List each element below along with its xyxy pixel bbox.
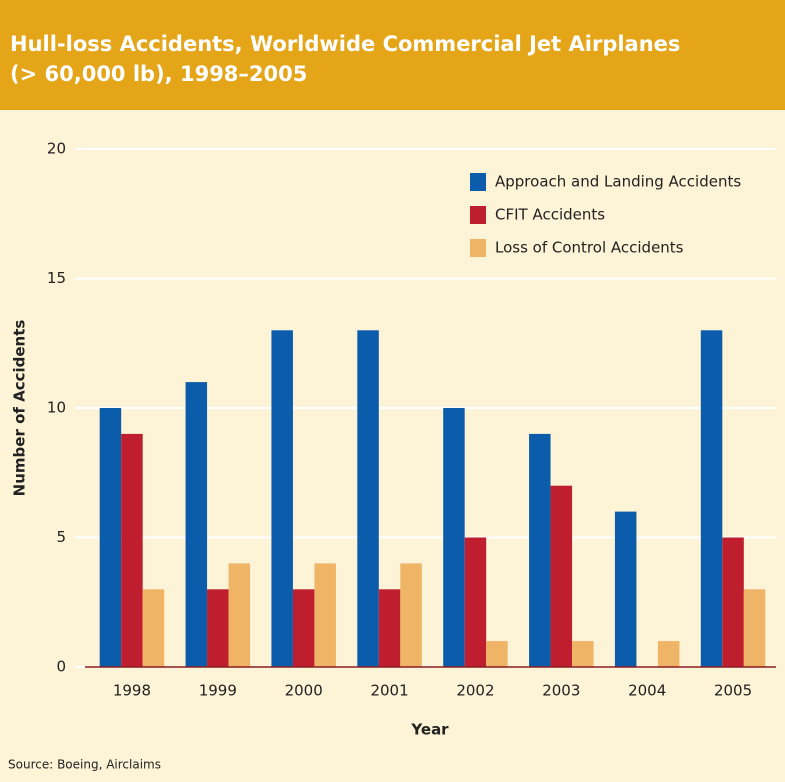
source: Source: Boeing, Airclaims xyxy=(8,758,161,772)
bar xyxy=(443,408,465,667)
bar xyxy=(743,589,766,667)
bar xyxy=(657,641,680,667)
x-tick-label: 2003 xyxy=(542,682,580,700)
y-tick-label: 15 xyxy=(47,269,66,287)
bar xyxy=(207,589,229,667)
x-tick-label: 2004 xyxy=(628,682,666,700)
header xyxy=(0,0,785,110)
bar xyxy=(614,511,637,667)
bar xyxy=(378,589,401,667)
x-tick-label: 1998 xyxy=(113,682,151,700)
bar xyxy=(357,330,379,667)
bar xyxy=(121,433,143,667)
x-axis-label: Year xyxy=(410,721,449,739)
legend-swatch xyxy=(470,206,486,224)
bar xyxy=(314,563,336,667)
bar xyxy=(271,330,293,667)
y-tick-label: 10 xyxy=(47,399,66,417)
x-tick-label: 2002 xyxy=(456,682,494,700)
y-tick-label: 0 xyxy=(56,658,66,676)
bar xyxy=(292,589,315,667)
bar xyxy=(99,408,122,667)
legend-swatch xyxy=(470,239,486,257)
x-tick-label: 2005 xyxy=(714,682,752,700)
legend-label: Loss of Control Accidents xyxy=(495,239,684,257)
y-tick-label: 20 xyxy=(47,140,66,158)
bar xyxy=(529,433,551,667)
y-tick-label: 5 xyxy=(56,528,66,546)
bar xyxy=(464,537,487,667)
legend-label: Approach and Landing Accidents xyxy=(495,173,741,191)
bar xyxy=(722,537,744,667)
x-tick-label: 2001 xyxy=(370,682,408,700)
x-tick-label: 1999 xyxy=(199,682,237,700)
chart-title: (> 60,000 lb), 1998–2005 xyxy=(10,62,307,86)
bar xyxy=(185,382,208,667)
bar xyxy=(228,563,251,667)
x-tick-label: 2000 xyxy=(285,682,323,700)
legend-label: CFIT Accidents xyxy=(495,206,605,224)
legend-swatch xyxy=(470,173,486,191)
bar xyxy=(400,563,422,667)
chart-title: Hull-loss Accidents, Worldwide Commercia… xyxy=(10,32,680,56)
y-axis-label: Number of Accidents xyxy=(11,320,29,497)
bar xyxy=(700,330,723,667)
bar xyxy=(142,589,165,667)
bar xyxy=(572,641,594,667)
bar xyxy=(550,485,573,667)
bar xyxy=(486,641,508,667)
